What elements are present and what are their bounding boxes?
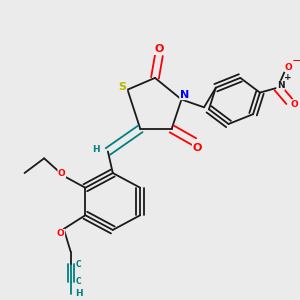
Text: −: − (291, 54, 300, 67)
Text: H: H (92, 145, 100, 154)
Text: S: S (118, 82, 127, 92)
Text: O: O (154, 44, 164, 54)
Text: O: O (58, 169, 66, 178)
Text: C: C (76, 260, 81, 269)
Text: +: + (284, 74, 291, 82)
Text: N: N (277, 81, 284, 90)
Text: O: O (284, 63, 292, 72)
Text: O: O (57, 230, 65, 238)
Text: C: C (76, 278, 81, 286)
Text: O: O (193, 142, 202, 152)
Text: N: N (180, 90, 189, 100)
Text: O: O (290, 100, 298, 109)
Text: H: H (75, 289, 82, 298)
